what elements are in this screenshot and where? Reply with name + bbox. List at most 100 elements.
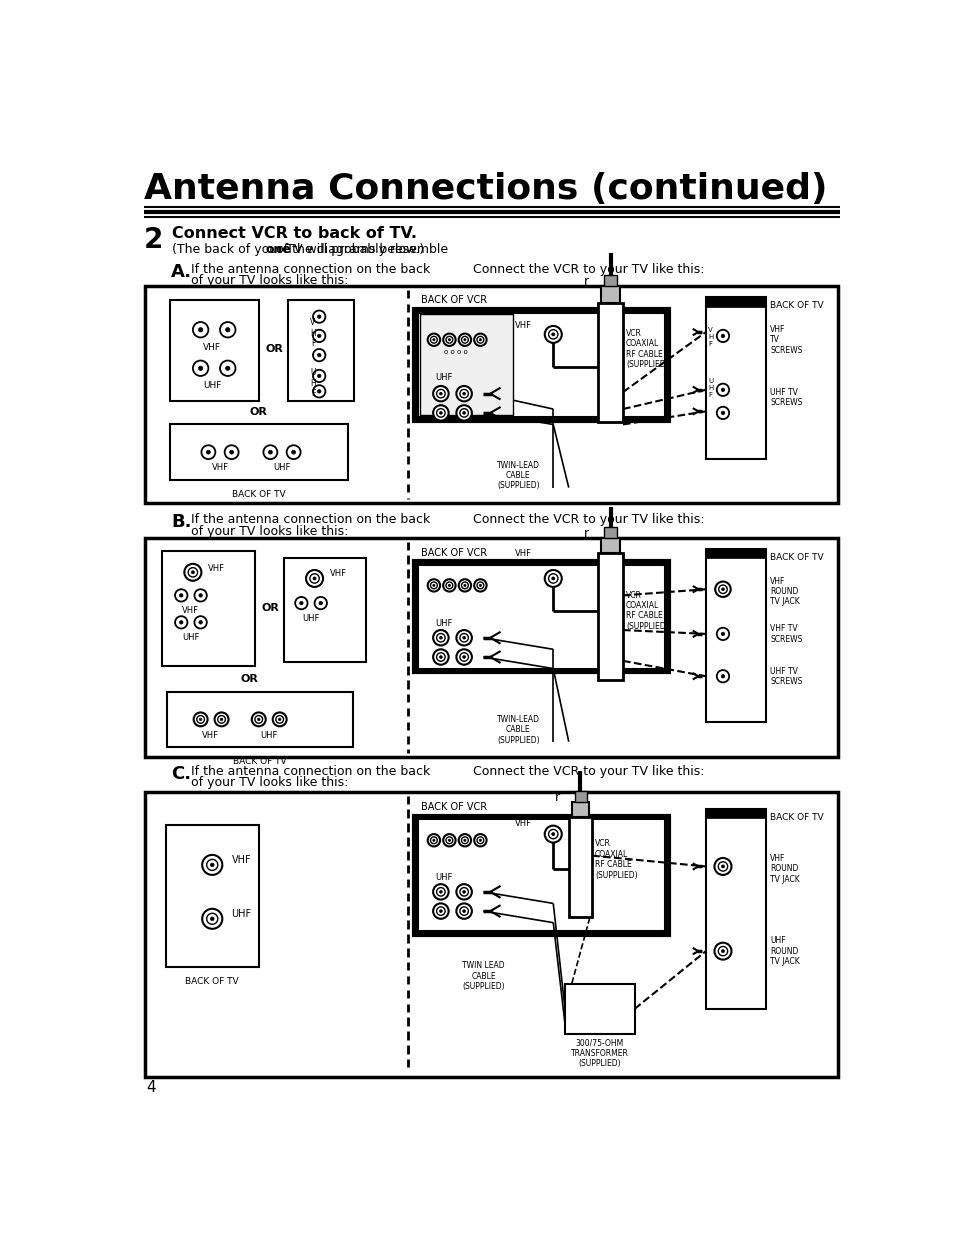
Circle shape <box>230 450 233 454</box>
Text: UHF: UHF <box>273 463 291 472</box>
Circle shape <box>433 650 448 665</box>
Text: BACK OF VCR: BACK OF VCR <box>421 802 487 812</box>
Circle shape <box>436 652 445 661</box>
Text: BACK OF TV: BACK OF TV <box>185 977 239 986</box>
Bar <box>414 309 669 420</box>
Text: If the antenna connection on the back: If the antenna connection on the back <box>192 513 430 526</box>
Circle shape <box>179 621 183 624</box>
Circle shape <box>278 718 280 720</box>
Circle shape <box>217 715 225 723</box>
Circle shape <box>478 584 481 587</box>
Circle shape <box>273 713 286 727</box>
Circle shape <box>478 339 481 341</box>
Circle shape <box>198 327 203 332</box>
Circle shape <box>199 718 202 720</box>
Circle shape <box>433 839 435 842</box>
Circle shape <box>716 330 728 342</box>
Text: VHF: VHF <box>208 564 225 573</box>
Circle shape <box>461 582 468 589</box>
Circle shape <box>443 835 456 847</box>
Text: VHF TV
SCREWS: VHF TV SCREWS <box>769 624 801 644</box>
Circle shape <box>544 326 561 342</box>
Circle shape <box>193 713 208 727</box>
Circle shape <box>318 601 322 605</box>
Circle shape <box>718 585 726 594</box>
Text: 300/75-OHM
TRANSFORMER
(SUPPLIED): 300/75-OHM TRANSFORMER (SUPPLIED) <box>570 1038 628 1068</box>
Text: of your TV looks like this:: of your TV looks like this: <box>192 274 349 288</box>
Circle shape <box>474 579 486 591</box>
Circle shape <box>292 450 295 454</box>
Circle shape <box>179 594 183 598</box>
Circle shape <box>716 383 728 396</box>
Circle shape <box>544 826 561 842</box>
Circle shape <box>445 837 453 843</box>
Circle shape <box>462 890 465 893</box>
Circle shape <box>194 616 207 629</box>
Text: VHF
ROUND
TV JACK: VHF ROUND TV JACK <box>769 854 800 884</box>
Circle shape <box>436 906 445 915</box>
Text: BACK OF VCR: BACK OF VCR <box>421 548 487 558</box>
Circle shape <box>286 445 300 459</box>
Bar <box>419 315 513 415</box>
Circle shape <box>551 832 555 836</box>
Text: r: r <box>555 791 559 804</box>
Circle shape <box>211 918 213 920</box>
Text: r: r <box>583 527 589 539</box>
Bar <box>418 312 664 417</box>
Circle shape <box>317 315 320 319</box>
Text: Connect the VCR to your TV like this:: Connect the VCR to your TV like this: <box>473 263 704 275</box>
Circle shape <box>436 888 445 897</box>
Bar <box>568 817 592 918</box>
Circle shape <box>214 713 229 727</box>
Circle shape <box>474 835 486 847</box>
Circle shape <box>317 374 320 378</box>
Circle shape <box>317 335 320 337</box>
Circle shape <box>202 854 222 875</box>
Circle shape <box>439 910 442 913</box>
Circle shape <box>548 830 558 838</box>
Bar <box>166 825 258 967</box>
Text: U
H
F: U H F <box>310 368 315 398</box>
Circle shape <box>275 715 283 723</box>
Circle shape <box>445 582 453 589</box>
Circle shape <box>194 589 207 601</box>
Circle shape <box>430 837 436 843</box>
Circle shape <box>433 339 435 341</box>
Circle shape <box>714 942 731 960</box>
Circle shape <box>306 570 323 587</box>
Circle shape <box>459 389 468 398</box>
Bar <box>600 286 619 303</box>
Bar <box>170 424 348 480</box>
Text: V
H
F: V H F <box>310 319 315 348</box>
Circle shape <box>548 574 558 583</box>
Text: UHF TV
SCREWS: UHF TV SCREWS <box>769 667 801 686</box>
Circle shape <box>720 675 724 678</box>
Text: VHF
TV
SCREWS: VHF TV SCREWS <box>769 325 801 355</box>
Text: UHF: UHF <box>182 634 199 642</box>
Circle shape <box>548 330 558 339</box>
Bar <box>598 553 622 680</box>
Circle shape <box>476 837 483 843</box>
Text: UHF: UHF <box>435 873 453 882</box>
Bar <box>705 298 765 459</box>
Text: of your TV looks like this:: of your TV looks like this: <box>192 776 349 790</box>
Text: VHF: VHF <box>203 342 221 352</box>
Circle shape <box>254 715 262 723</box>
Circle shape <box>461 336 468 343</box>
Text: BACK OF TV: BACK OF TV <box>232 490 285 498</box>
Circle shape <box>443 334 456 346</box>
Circle shape <box>433 884 448 899</box>
Circle shape <box>462 412 465 414</box>
Circle shape <box>313 577 315 580</box>
Circle shape <box>544 570 561 587</box>
Circle shape <box>317 389 320 393</box>
Text: OR: OR <box>261 603 279 613</box>
Circle shape <box>462 656 465 658</box>
Text: (The back of your TV will probably resemble: (The back of your TV will probably resem… <box>172 243 452 255</box>
Text: UHF TV
SCREWS: UHF TV SCREWS <box>769 388 801 407</box>
Circle shape <box>459 652 468 661</box>
Circle shape <box>313 370 325 382</box>
Circle shape <box>443 579 456 591</box>
Text: UHF: UHF <box>203 382 221 391</box>
Text: BACK OF TV: BACK OF TV <box>769 812 823 822</box>
